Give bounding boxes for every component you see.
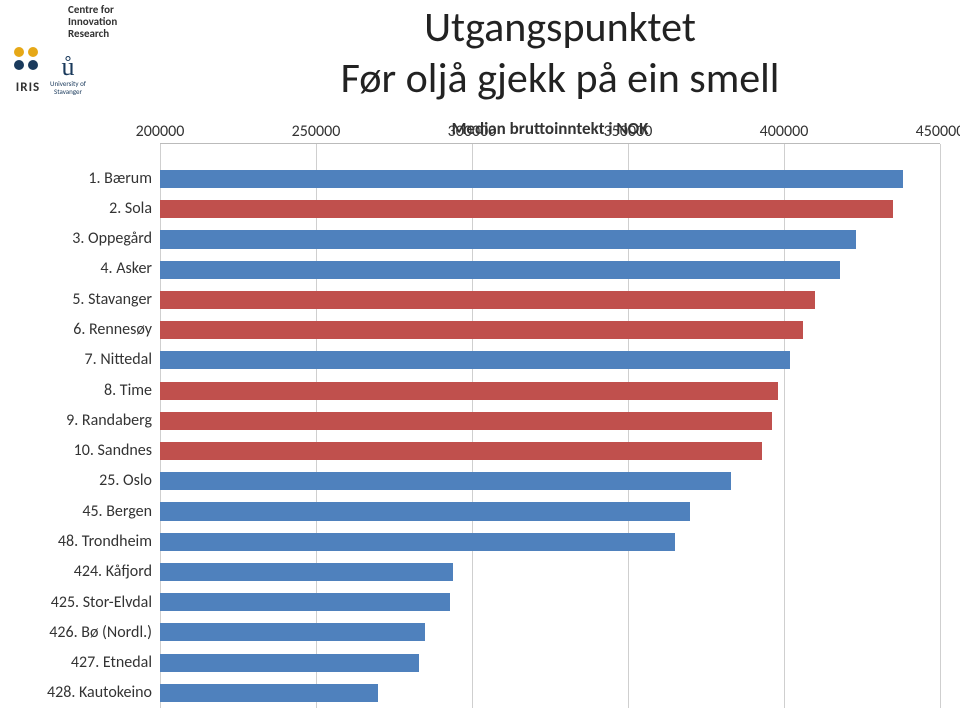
title-sub: Før oljå gjekk på ein smell [200, 53, 920, 104]
y-axis-labels: 1. Bærum2. Sola3. Oppegård4. Asker5. Sta… [10, 143, 160, 708]
bar-slot [160, 557, 940, 587]
y-label: 427. Etnedal [10, 648, 160, 678]
bar [160, 472, 731, 490]
x-tick: 200000 [136, 122, 185, 141]
x-tick: 300000 [448, 122, 497, 141]
bar-slot [160, 527, 940, 557]
bar [160, 533, 675, 551]
y-label: 3. Oppegård [10, 224, 160, 254]
title-main: Utgangspunktet [200, 2, 920, 53]
x-tick: 450000 [916, 122, 960, 141]
bar [160, 200, 893, 218]
bar [160, 321, 803, 339]
bar [160, 170, 903, 188]
y-label: 5. Stavanger [10, 284, 160, 314]
bar-slot [160, 315, 940, 345]
x-tick: 350000 [604, 122, 653, 141]
y-label: 428. Kautokeino [10, 678, 160, 708]
y-label: 8. Time [10, 375, 160, 405]
logo-area: Centre for Innovation Research IRIS ů Un… [10, 4, 150, 95]
bar-slot [160, 285, 940, 315]
us-sub: University ofStavanger [50, 80, 86, 95]
us-logo: ů University ofStavanger [50, 54, 86, 95]
bar [160, 412, 772, 430]
bar-slot [160, 436, 940, 466]
bar-slot [160, 466, 940, 496]
bar-slot [160, 194, 940, 224]
x-tick: 250000 [292, 122, 341, 141]
y-label: 7. Nittedal [10, 345, 160, 375]
y-label: 425. Stor-Elvdal [10, 587, 160, 617]
bar-slot [160, 376, 940, 406]
bar [160, 623, 425, 641]
bar-slot [160, 678, 940, 708]
y-label: 426. Bø (Nordl.) [10, 617, 160, 647]
x-tick: 400000 [760, 122, 809, 141]
bar-slot [160, 587, 940, 617]
bar-slot [160, 255, 940, 285]
y-label: 10. Sandnes [10, 436, 160, 466]
centre-label: Centre for Innovation Research [68, 4, 150, 40]
bars-container [160, 144, 940, 708]
y-label: 424. Kåfjord [10, 557, 160, 587]
bar [160, 382, 778, 400]
bar [160, 502, 690, 520]
bar [160, 261, 840, 279]
y-label: 2. Sola [10, 193, 160, 223]
plot-area: 200000250000300000350000400000450000 [160, 143, 940, 708]
bar-slot [160, 224, 940, 254]
chart: Median bruttoinntekt i NOK 1. Bærum2. So… [10, 118, 940, 711]
bar [160, 593, 450, 611]
bar-slot [160, 496, 940, 526]
bar-slot [160, 406, 940, 436]
y-label: 6. Rennesøy [10, 314, 160, 344]
bar [160, 230, 856, 248]
bar-slot [160, 164, 940, 194]
us-icon: ů [61, 54, 74, 80]
iris-text: IRIS [16, 80, 40, 95]
y-label: 45. Bergen [10, 496, 160, 526]
y-label: 9. Randaberg [10, 405, 160, 435]
y-label: 48. Trondheim [10, 526, 160, 556]
logo-icons: IRIS ů University ofStavanger [10, 44, 150, 95]
bar [160, 442, 762, 460]
slide-titles: Utgangspunktet Før oljå gjekk på ein sme… [200, 2, 920, 104]
bar [160, 351, 790, 369]
chart-body: 1. Bærum2. Sola3. Oppegård4. Asker5. Sta… [10, 143, 940, 708]
iris-icon [10, 44, 46, 80]
bar [160, 684, 378, 702]
bar-slot [160, 345, 940, 375]
bar [160, 291, 815, 309]
y-label: 1. Bærum [10, 163, 160, 193]
bar-slot [160, 617, 940, 647]
bar-slot [160, 648, 940, 678]
gridline [940, 144, 941, 708]
bar [160, 563, 453, 581]
x-axis-ticks: 200000250000300000350000400000450000 [160, 122, 940, 142]
y-label: 25. Oslo [10, 466, 160, 496]
bar [160, 654, 419, 672]
y-label: 4. Asker [10, 254, 160, 284]
iris-logo: IRIS [10, 44, 46, 95]
